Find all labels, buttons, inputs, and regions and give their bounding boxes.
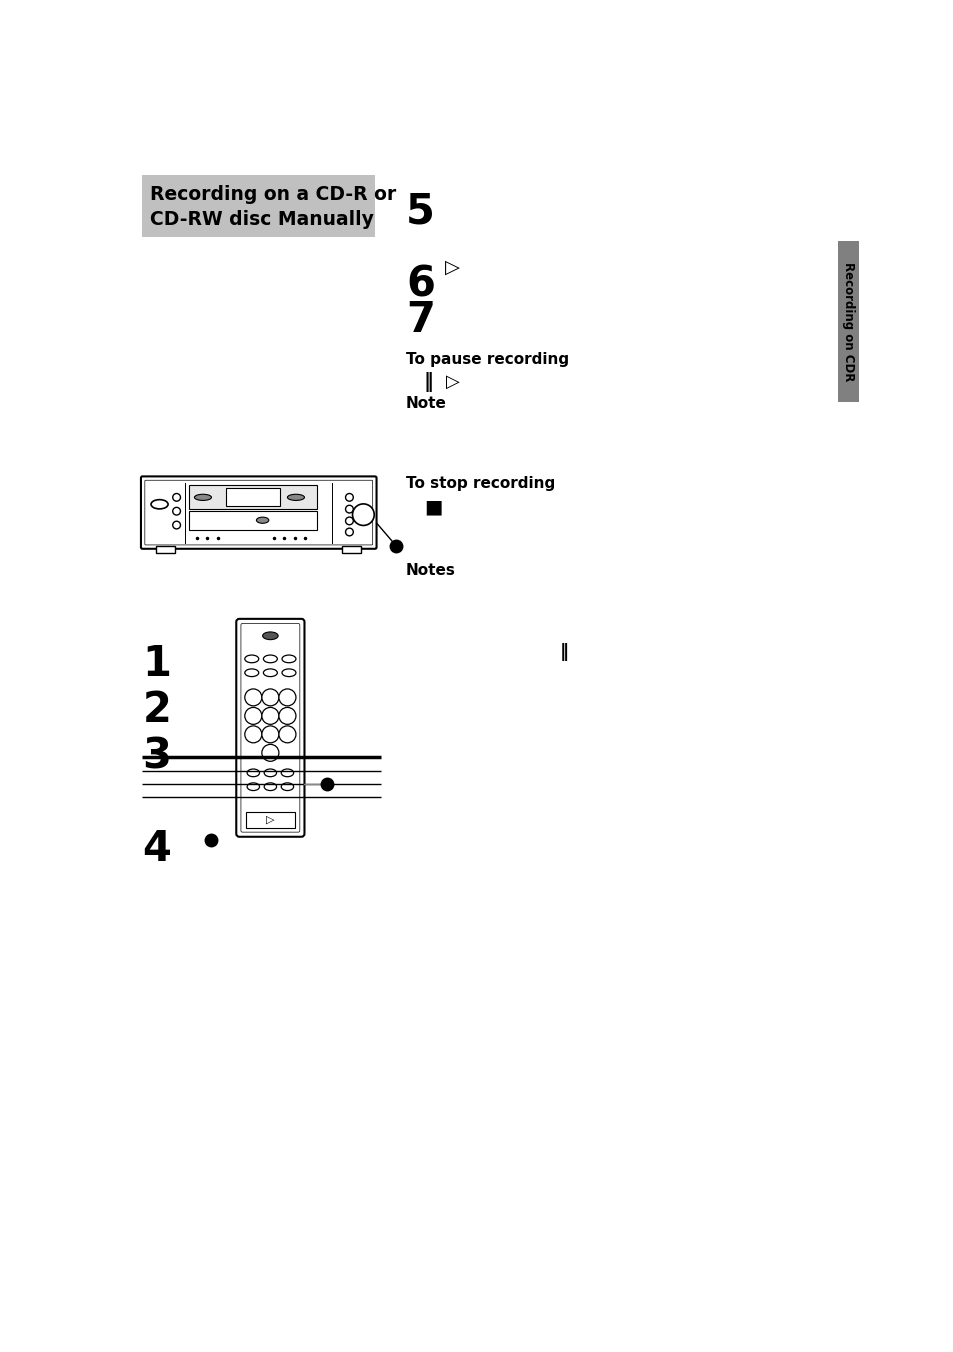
Circle shape bbox=[278, 690, 295, 706]
Text: 1: 1 bbox=[142, 642, 172, 684]
Text: 3: 3 bbox=[142, 735, 172, 777]
Circle shape bbox=[245, 726, 261, 742]
Ellipse shape bbox=[263, 654, 277, 662]
Circle shape bbox=[278, 726, 295, 742]
Ellipse shape bbox=[247, 783, 259, 791]
Circle shape bbox=[353, 504, 374, 526]
Circle shape bbox=[172, 522, 180, 529]
Circle shape bbox=[345, 506, 353, 512]
Ellipse shape bbox=[262, 631, 278, 639]
Ellipse shape bbox=[264, 783, 276, 791]
Ellipse shape bbox=[282, 654, 295, 662]
Circle shape bbox=[345, 529, 353, 535]
Ellipse shape bbox=[245, 654, 258, 662]
Ellipse shape bbox=[194, 495, 212, 500]
Ellipse shape bbox=[256, 516, 269, 523]
Ellipse shape bbox=[247, 769, 259, 776]
Bar bbox=[189, 511, 316, 530]
Circle shape bbox=[245, 690, 261, 706]
Bar bbox=[342, 546, 360, 553]
Circle shape bbox=[172, 493, 180, 502]
Text: Note: Note bbox=[406, 396, 446, 411]
Ellipse shape bbox=[263, 669, 277, 676]
Text: ▷: ▷ bbox=[444, 258, 459, 277]
Ellipse shape bbox=[287, 495, 304, 500]
Circle shape bbox=[261, 707, 278, 725]
Circle shape bbox=[172, 507, 180, 515]
Text: To stop recording: To stop recording bbox=[406, 476, 555, 491]
Circle shape bbox=[345, 493, 353, 502]
Text: ▷: ▷ bbox=[266, 815, 274, 825]
Bar bbox=[838, 241, 858, 403]
Bar bbox=[142, 176, 375, 237]
Circle shape bbox=[245, 707, 261, 725]
Ellipse shape bbox=[281, 769, 294, 776]
Text: To pause recording: To pause recording bbox=[406, 353, 569, 368]
Ellipse shape bbox=[281, 783, 294, 791]
Bar bbox=[245, 813, 294, 827]
Circle shape bbox=[261, 726, 278, 742]
Text: Notes: Notes bbox=[406, 562, 456, 577]
Text: Recording on a CD-R or: Recording on a CD-R or bbox=[150, 185, 396, 204]
Text: 6: 6 bbox=[406, 264, 435, 306]
Text: ▷: ▷ bbox=[446, 372, 459, 391]
Bar bbox=[226, 488, 280, 506]
Text: 2: 2 bbox=[142, 690, 172, 731]
Text: Recording on CDR: Recording on CDR bbox=[841, 262, 854, 381]
Text: ‖: ‖ bbox=[558, 642, 568, 661]
Ellipse shape bbox=[264, 769, 276, 776]
Bar bbox=[156, 546, 174, 553]
Text: ‖: ‖ bbox=[423, 372, 433, 392]
Bar bbox=[189, 485, 316, 510]
Circle shape bbox=[345, 516, 353, 525]
Ellipse shape bbox=[151, 500, 168, 508]
FancyBboxPatch shape bbox=[236, 619, 304, 837]
Text: CD-RW disc Manually: CD-RW disc Manually bbox=[150, 210, 374, 228]
Text: 7: 7 bbox=[406, 299, 435, 341]
FancyBboxPatch shape bbox=[141, 476, 376, 549]
Ellipse shape bbox=[245, 669, 258, 676]
Circle shape bbox=[261, 745, 278, 761]
Text: 4: 4 bbox=[142, 827, 172, 869]
Text: 5: 5 bbox=[406, 191, 435, 233]
Ellipse shape bbox=[282, 669, 295, 676]
Circle shape bbox=[278, 707, 295, 725]
Text: ■: ■ bbox=[423, 498, 442, 516]
Circle shape bbox=[261, 690, 278, 706]
